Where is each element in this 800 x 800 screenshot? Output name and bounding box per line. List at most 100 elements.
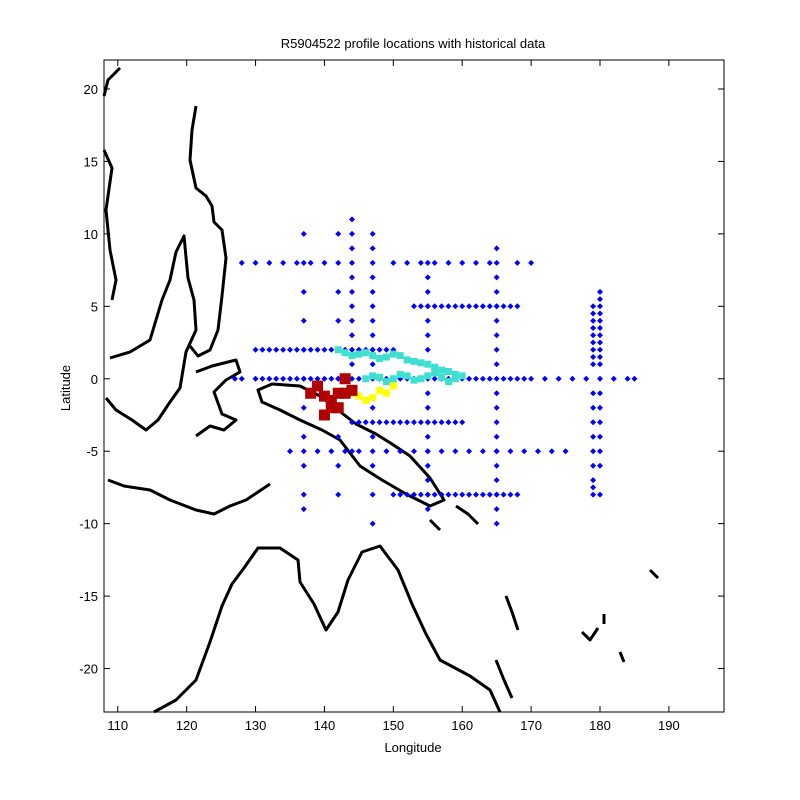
data-point (424, 332, 431, 339)
x-tick-label: 150 (382, 718, 404, 733)
data-point (369, 394, 377, 402)
data-point (287, 346, 293, 353)
data-point (424, 506, 431, 513)
data-point (383, 346, 390, 353)
data-point (493, 245, 500, 252)
data-point (231, 375, 238, 382)
data-point (452, 448, 459, 455)
data-point (300, 317, 307, 324)
y-tick-label: 10 (84, 227, 98, 242)
data-point (369, 230, 376, 237)
data-point (318, 409, 330, 421)
data-point (424, 390, 431, 397)
data-point (417, 375, 425, 383)
data-point (417, 259, 424, 266)
data-point (445, 491, 452, 498)
data-point (300, 230, 307, 237)
data-point (445, 419, 452, 426)
data-point (335, 259, 342, 266)
data-point (396, 370, 404, 378)
data-point (369, 346, 376, 353)
data-point (252, 259, 259, 266)
data-point (431, 259, 438, 266)
data-point (521, 448, 528, 455)
data-point (431, 303, 438, 310)
data-point (369, 259, 376, 266)
y-tick-label: -20 (79, 662, 98, 677)
plot-frame (103, 59, 725, 713)
data-point (500, 491, 507, 498)
data-point (349, 230, 355, 237)
x-tick-label: 190 (658, 718, 680, 733)
data-point (259, 346, 266, 353)
data-point (493, 404, 500, 411)
x-axis-label: Longitude (384, 740, 441, 755)
plot-area (102, 59, 725, 714)
data-point (473, 259, 479, 266)
data-point (355, 375, 362, 382)
data-point (349, 332, 355, 339)
data-point (293, 346, 300, 353)
data-point (528, 375, 535, 382)
y-tick-label: -10 (79, 517, 98, 532)
data-point (459, 303, 466, 310)
data-point (514, 375, 521, 382)
data-point (369, 274, 376, 281)
data-point (362, 419, 369, 426)
data-point (590, 325, 597, 332)
y-axis-label: Latitude (58, 365, 73, 411)
data-point (466, 448, 473, 455)
data-point (266, 259, 273, 266)
data-point (314, 448, 321, 455)
data-point (597, 325, 603, 332)
data-point (528, 259, 535, 266)
data-point (362, 396, 370, 404)
data-point (383, 419, 390, 426)
data-point (362, 375, 370, 383)
data-point (348, 352, 356, 360)
data-point (521, 375, 528, 382)
data-point (389, 382, 397, 390)
data-point (397, 419, 404, 426)
data-point (355, 419, 362, 426)
data-point (486, 303, 493, 310)
x-tick-label: 170 (520, 718, 542, 733)
data-point (307, 375, 314, 382)
data-point (590, 339, 597, 346)
data-point (328, 375, 335, 382)
data-point (287, 448, 293, 455)
x-tick-label: 120 (176, 718, 198, 733)
data-point (473, 303, 479, 310)
coastline-java (107, 478, 271, 516)
data-point (424, 346, 431, 353)
data-point (590, 310, 597, 317)
data-point (417, 491, 424, 498)
coastline-borneo (104, 234, 198, 432)
data-point (369, 352, 377, 360)
data-point (562, 448, 569, 455)
data-point (369, 448, 376, 455)
data-point (486, 259, 493, 266)
data-point (445, 259, 452, 266)
x-tick-label: 160 (451, 718, 473, 733)
data-point (369, 361, 376, 368)
data-point (424, 317, 431, 324)
x-tick-label: 140 (314, 718, 336, 733)
data-point (466, 303, 473, 310)
data-point (590, 433, 597, 440)
chart-title: R5904522 profile locations with historic… (281, 36, 546, 51)
data-point (590, 448, 597, 455)
y-tick-label: 0 (91, 372, 98, 387)
data-point (458, 372, 466, 380)
data-point (238, 259, 245, 266)
data-point (362, 349, 370, 357)
data-point (266, 346, 273, 353)
data-point (411, 419, 417, 426)
data-point (382, 353, 390, 361)
coastline-new-caledonia (494, 595, 520, 699)
data-point (389, 375, 397, 383)
data-point (590, 419, 597, 426)
data-point (438, 303, 445, 310)
data-point (473, 491, 479, 498)
coastline-australia (153, 544, 502, 714)
